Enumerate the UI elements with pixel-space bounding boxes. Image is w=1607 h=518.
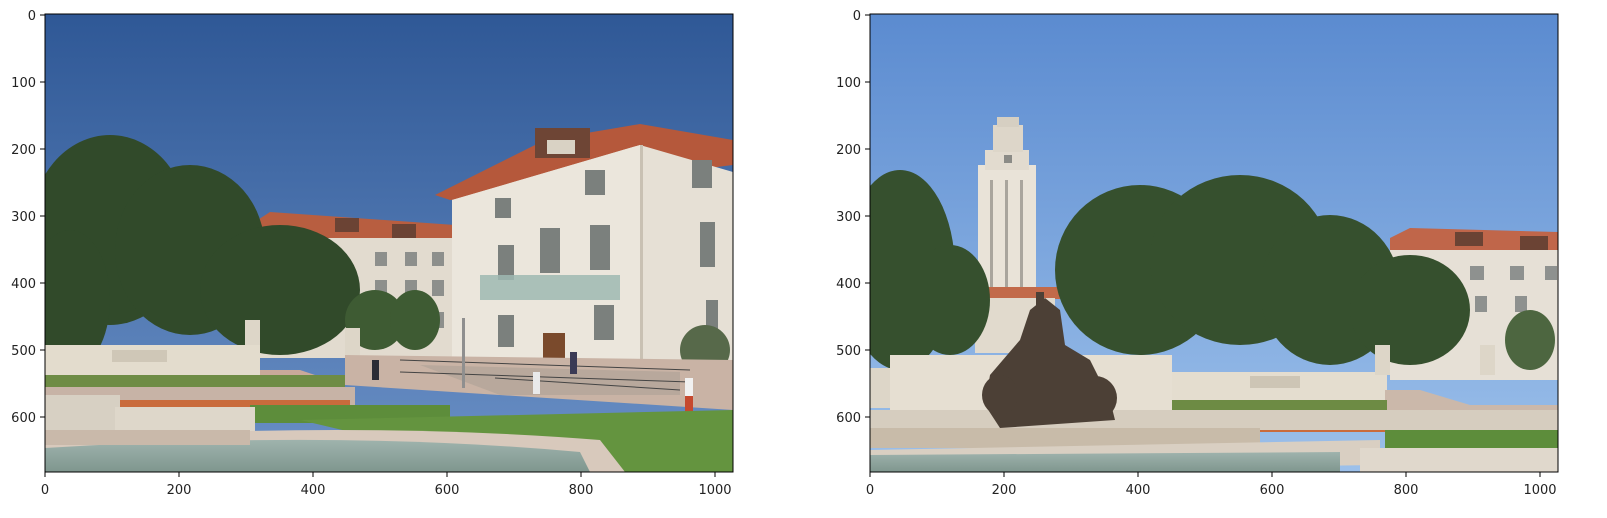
left-y-axis [40, 14, 45, 418]
right-y-tick-label: 500 [836, 344, 861, 359]
left-y-tick-label: 100 [11, 76, 36, 91]
fountain-sculpture [982, 292, 1117, 428]
right-x-tick-label: 1000 [1523, 483, 1556, 498]
right-x-tick-label: 0 [866, 483, 874, 498]
right-x-tick-label: 600 [1260, 483, 1285, 498]
right-y-tick-label: 100 [836, 76, 861, 91]
trees-right [870, 170, 1555, 370]
right-y-tick-label: 300 [836, 210, 861, 225]
left-x-tick-label: 800 [569, 483, 594, 498]
right-x-tick-label: 800 [1394, 483, 1419, 498]
right-x-axis [869, 472, 1541, 477]
main-building [435, 124, 733, 365]
left-x-tick-label: 0 [41, 483, 49, 498]
left-photo [45, 14, 733, 472]
left-y-tick-label: 600 [11, 411, 36, 426]
left-x-tick-label: 400 [301, 483, 326, 498]
garden-left [45, 387, 733, 472]
left-y-tick-label: 200 [11, 143, 36, 158]
right-y-tick-label: 200 [836, 143, 861, 158]
left-axes-frame [44, 13, 734, 473]
right-photo-panel: 0 200 400 600 800 1000 0 100 200 300 400… [836, 9, 1559, 498]
left-x-axis [44, 472, 716, 477]
left-photo-panel: 0 200 400 600 800 1000 0 100 200 300 400… [11, 9, 734, 498]
right-x-tick-label: 200 [992, 483, 1017, 498]
fountain-basin [870, 428, 1558, 472]
left-y-tick-label: 500 [11, 344, 36, 359]
right-y-tick-label: 600 [836, 411, 861, 426]
right-photo [870, 14, 1558, 472]
left-y-tick-label: 300 [11, 210, 36, 225]
right-y-tick-label: 0 [853, 9, 861, 24]
trees-left [45, 135, 730, 375]
right-axes-frame [869, 13, 1559, 473]
left-y-tick-label: 0 [28, 9, 36, 24]
left-x-tick-label: 1000 [698, 483, 731, 498]
right-x-tick-label: 400 [1126, 483, 1151, 498]
left-x-tick-label: 600 [435, 483, 460, 498]
right-y-tick-label: 400 [836, 277, 861, 292]
left-y-tick-label: 400 [11, 277, 36, 292]
right-y-axis [865, 14, 870, 418]
left-x-tick-label: 200 [167, 483, 192, 498]
